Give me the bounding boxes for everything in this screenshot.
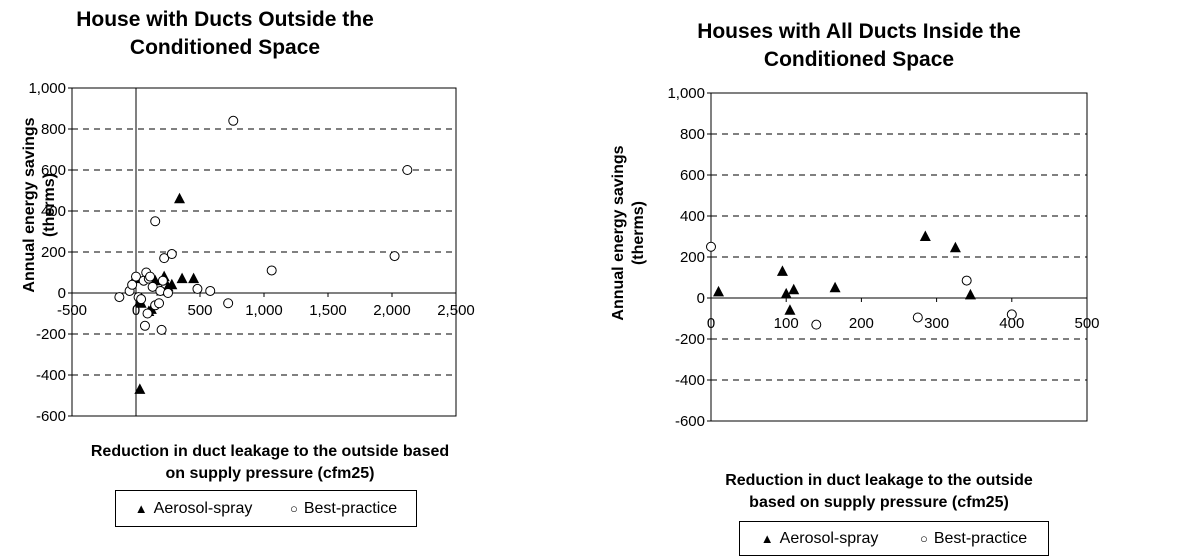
best-practice-point [961, 275, 972, 286]
legend-item-best-practice: ○ Best-practice [920, 530, 1027, 548]
x-tick-label: 0 [132, 302, 140, 319]
x-tick-label: 1,000 [245, 302, 283, 319]
x-tick-label: 0 [707, 315, 715, 332]
chart-title: House with Ducts Outside the Conditioned… [76, 8, 374, 59]
best-practice-point [154, 298, 165, 309]
legend-item-aerosol-spray: ▲ Aerosol-spray [135, 500, 253, 518]
aerosol-spray-point [174, 192, 186, 204]
y-tick-label: 1,000 [667, 85, 705, 102]
best-practice-point [150, 216, 161, 227]
circle-marker-icon: ○ [919, 531, 928, 546]
best-practice-point [157, 275, 168, 286]
best-practice-point [127, 279, 138, 290]
best-practice-point [139, 320, 150, 331]
best-practice-point [192, 283, 203, 294]
x-tick-label: 1,500 [309, 302, 347, 319]
x-tick-label: 2,000 [373, 302, 411, 319]
best-practice-point [159, 253, 170, 264]
best-practice-point [145, 271, 156, 282]
aerosol-spray-point [134, 383, 146, 394]
y-tick-label: 400 [680, 208, 705, 225]
best-practice-point [811, 319, 822, 330]
legend: ▲ Aerosol-spray ○ Best-practice [115, 490, 417, 527]
circle-marker-icon: ○ [289, 501, 298, 516]
legend-item-aerosol-spray: ▲ Aerosol-spray [761, 530, 879, 548]
best-practice-point [136, 294, 147, 305]
best-practice-point [156, 324, 167, 335]
y-tick-label: -200 [36, 326, 66, 343]
y-tick-label: 200 [680, 249, 705, 266]
aerosol-spray-point [776, 265, 788, 276]
aerosol-spray-point [919, 230, 931, 241]
y-tick-label: 1,000 [28, 80, 66, 97]
best-practice-point [402, 165, 413, 175]
legend-label: Best-practice [303, 499, 398, 517]
best-practice-point [142, 308, 153, 319]
triangle-marker-icon: ▲ [760, 531, 774, 546]
chart-title: Houses with All Ducts Inside the Conditi… [697, 20, 1021, 71]
aerosol-spray-point [166, 278, 178, 290]
legend: ▲ Aerosol-spray ○ Best-practice [739, 521, 1049, 556]
y-tick-label: -400 [675, 372, 705, 389]
aerosol-spray-point [780, 287, 792, 299]
best-practice-point [1006, 309, 1017, 320]
x-axis-label: Reduction in duct leakage to the outside… [90, 443, 450, 482]
aerosol-spray-point [964, 288, 976, 300]
chart-panel-ducts-inside: Houses with All Ducts Inside the Conditi… [589, 0, 1178, 560]
x-tick-label: 2,500 [437, 302, 475, 319]
x-tick-label: 400 [999, 315, 1024, 332]
y-tick-label: 600 [41, 162, 66, 179]
x-tick-label: 500 [1074, 315, 1099, 332]
y-tick-label: 800 [41, 121, 66, 138]
aerosol-spray-point [176, 272, 188, 284]
triangle-marker-icon: ▲ [134, 501, 148, 516]
y-tick-label: -400 [36, 367, 66, 384]
aerosol-spray-point [713, 285, 725, 297]
aerosol-spray-point [784, 304, 796, 315]
y-tick-label: -200 [675, 331, 705, 348]
legend-label: Best-practice [933, 529, 1028, 547]
legend-item-best-practice: ○ Best-practice [290, 500, 397, 518]
y-tick-label: 400 [41, 203, 66, 220]
x-tick-label: 500 [187, 302, 212, 319]
x-tick-label: 200 [849, 315, 874, 332]
x-tick-label: -500 [57, 302, 87, 319]
x-tick-label: 300 [924, 315, 949, 332]
y-tick-label: -600 [36, 408, 66, 425]
aerosol-spray-point [949, 241, 961, 253]
x-axis-label: Reduction in duct leakage to the outside… [725, 472, 1033, 511]
aerosol-spray-point [829, 281, 841, 293]
best-practice-point [166, 249, 177, 260]
legend-label: Aerosol-spray [153, 499, 253, 517]
best-practice-point [706, 241, 716, 252]
best-practice-point [223, 298, 234, 309]
y-tick-label: 800 [680, 126, 705, 143]
best-practice-point [205, 285, 216, 296]
y-tick-label: 600 [680, 167, 705, 184]
best-practice-point [228, 115, 239, 126]
best-practice-point [266, 265, 277, 276]
aerosol-spray-point [188, 272, 200, 284]
aerosol-spray-point [788, 283, 800, 295]
y-tick-label: 200 [41, 244, 66, 261]
chart-panel-ducts-outside: House with Ducts Outside the Conditioned… [21, 8, 475, 527]
best-practice-point [147, 281, 158, 292]
legend-label: Aerosol-spray [779, 529, 879, 547]
best-practice-point [912, 312, 923, 323]
y-tick-label: 0 [58, 285, 66, 302]
y-tick-label: -600 [675, 413, 705, 430]
best-practice-point [163, 288, 173, 298]
best-practice-point [114, 292, 125, 303]
best-practice-point [389, 251, 400, 262]
y-tick-label: 0 [697, 290, 705, 307]
best-practice-point [131, 271, 141, 282]
x-tick-label: 100 [774, 315, 799, 332]
